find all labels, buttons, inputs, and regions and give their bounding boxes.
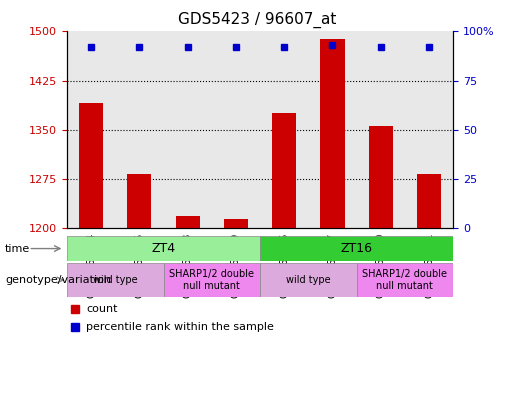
Text: wild type: wild type: [93, 275, 138, 285]
FancyBboxPatch shape: [67, 263, 163, 297]
Text: percentile rank within the sample: percentile rank within the sample: [87, 322, 274, 332]
Bar: [176, 216, 200, 228]
FancyBboxPatch shape: [260, 236, 453, 261]
Text: wild type: wild type: [286, 275, 331, 285]
Text: SHARP1/2 double
null mutant: SHARP1/2 double null mutant: [363, 269, 448, 291]
Bar: [417, 174, 441, 228]
Bar: [79, 103, 103, 228]
Text: count: count: [87, 305, 118, 314]
FancyBboxPatch shape: [356, 263, 453, 297]
Text: time: time: [5, 244, 30, 253]
Text: SHARP1/2 double
null mutant: SHARP1/2 double null mutant: [169, 269, 254, 291]
Bar: [224, 219, 248, 228]
FancyBboxPatch shape: [163, 263, 260, 297]
Bar: [369, 127, 393, 228]
Bar: [320, 39, 345, 228]
Text: genotype/variation: genotype/variation: [5, 275, 111, 285]
Text: ZT16: ZT16: [340, 242, 373, 255]
Text: ZT4: ZT4: [151, 242, 176, 255]
Bar: [272, 113, 296, 228]
Text: GDS5423 / 96607_at: GDS5423 / 96607_at: [178, 12, 337, 28]
FancyBboxPatch shape: [67, 236, 260, 261]
Bar: [127, 174, 151, 228]
FancyBboxPatch shape: [260, 263, 356, 297]
